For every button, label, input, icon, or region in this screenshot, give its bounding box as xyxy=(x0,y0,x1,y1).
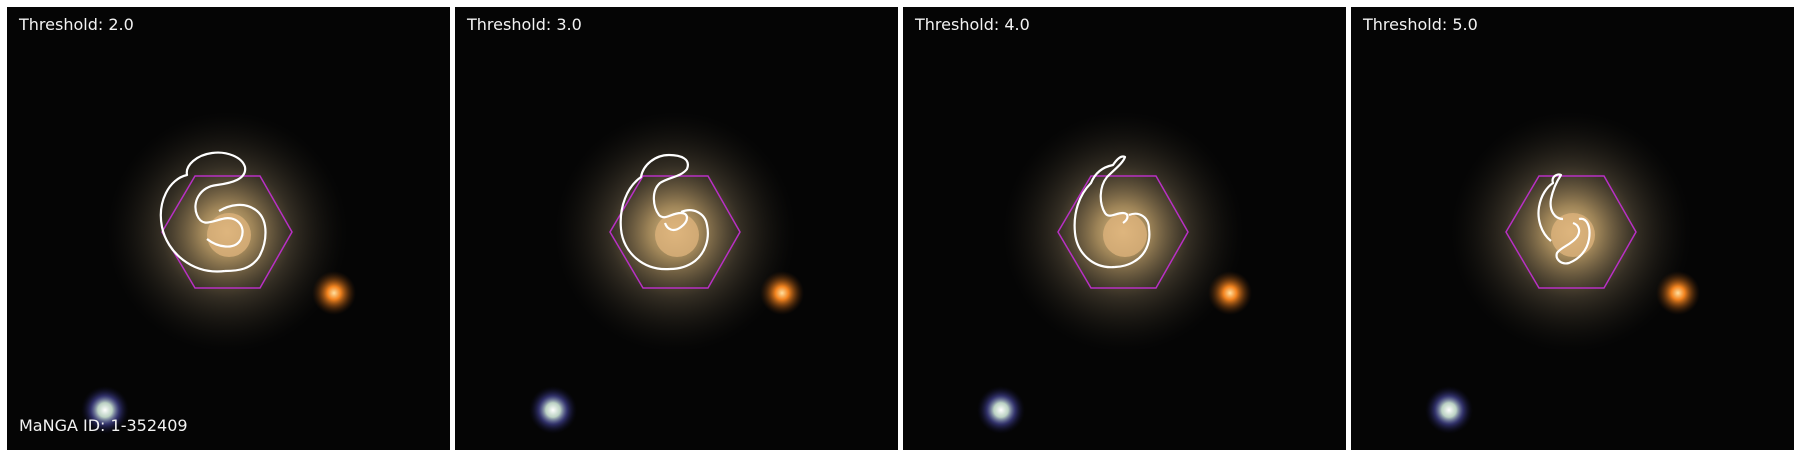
galaxy-image xyxy=(7,7,450,450)
image-panel-threshold-3: Threshold: 3.0 xyxy=(455,7,898,450)
galaxy-image xyxy=(1351,7,1794,450)
blue-star xyxy=(81,386,129,434)
blue-star xyxy=(1425,386,1473,434)
image-panel-threshold-2: Threshold: 2.0 MaNGA ID: 1-352409 xyxy=(7,7,450,450)
blue-star xyxy=(977,386,1025,434)
hexagon-footprint xyxy=(1505,175,1637,289)
image-panel-threshold-4: Threshold: 4.0 xyxy=(903,7,1346,450)
galaxy-image xyxy=(903,7,1346,450)
image-panel-threshold-5: Threshold: 5.0 xyxy=(1351,7,1794,450)
galaxy-core xyxy=(207,213,251,257)
contour-line xyxy=(1073,155,1151,269)
threshold-label: Threshold: 2.0 xyxy=(19,15,134,34)
threshold-label: Threshold: 4.0 xyxy=(915,15,1030,34)
contour-line xyxy=(159,151,267,273)
galaxy-core xyxy=(1103,213,1147,257)
red-star xyxy=(1208,271,1252,315)
contour-line xyxy=(619,153,709,271)
red-star xyxy=(760,271,804,315)
galaxy-image xyxy=(455,7,898,450)
manga-id-label: MaNGA ID: 1-352409 xyxy=(19,416,188,435)
contour-line xyxy=(1537,173,1591,265)
blue-star xyxy=(529,386,577,434)
galaxy-core xyxy=(655,213,699,257)
threshold-label: Threshold: 3.0 xyxy=(467,15,582,34)
hexagon-footprint xyxy=(161,175,293,289)
hexagon-footprint xyxy=(609,175,741,289)
threshold-label: Threshold: 5.0 xyxy=(1363,15,1478,34)
galaxy-core xyxy=(1551,213,1595,257)
red-star xyxy=(312,271,356,315)
hexagon-footprint xyxy=(1057,175,1189,289)
red-star xyxy=(1656,271,1700,315)
